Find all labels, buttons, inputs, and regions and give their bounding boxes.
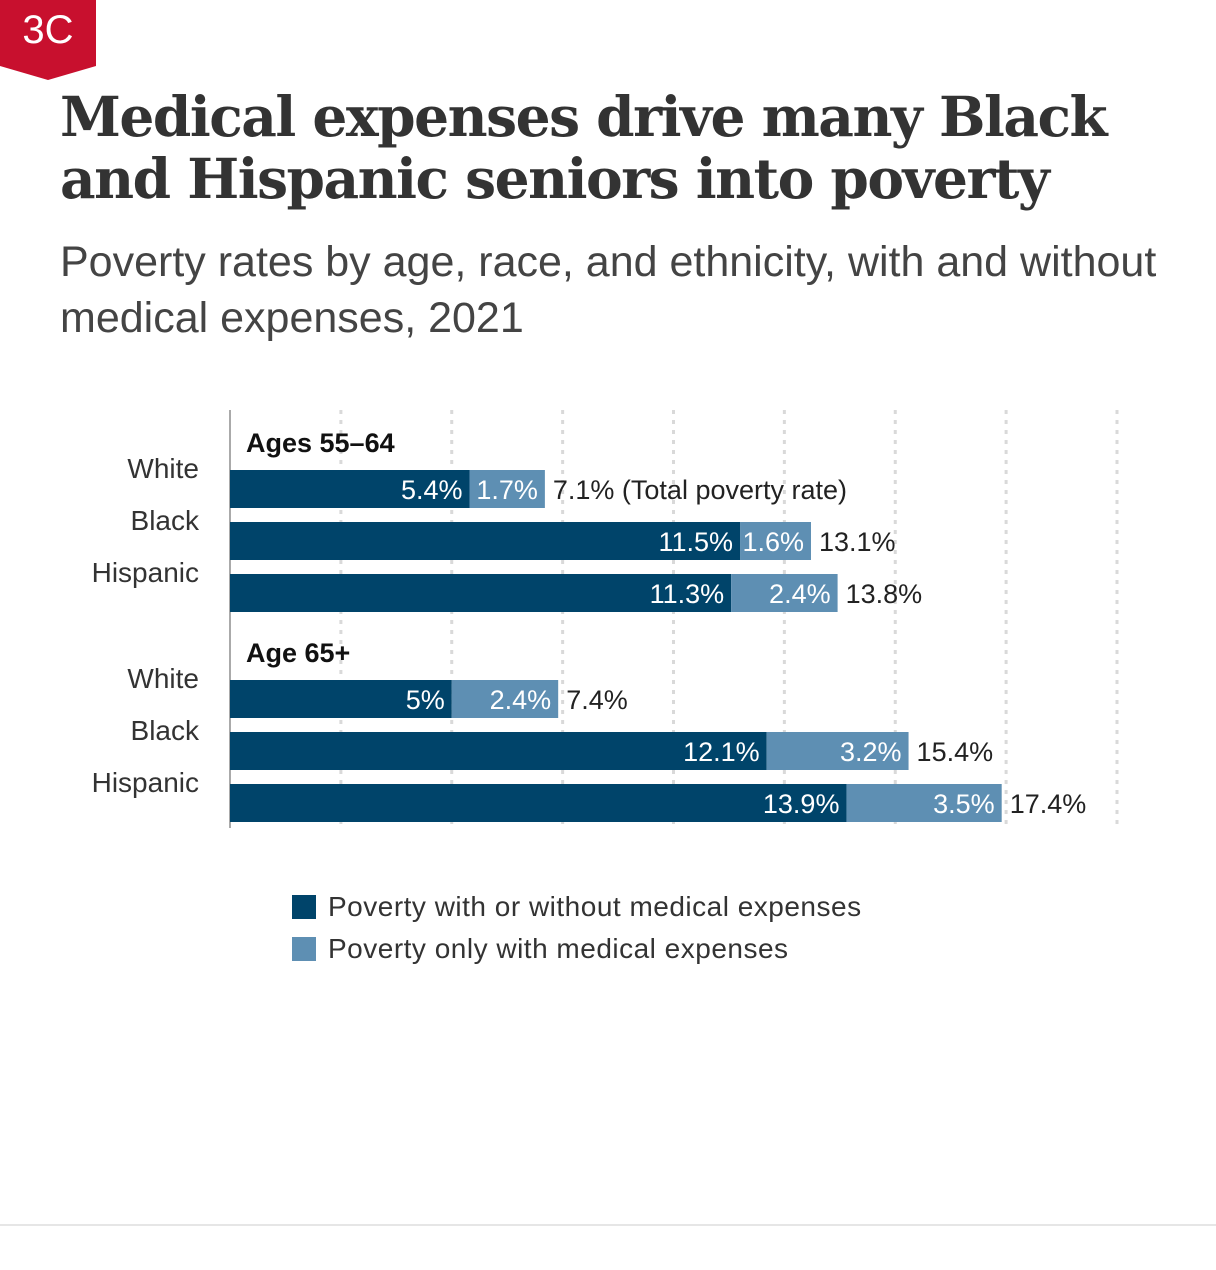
- bar-base: [230, 522, 741, 560]
- total-label: 7.1% (Total poverty rate): [553, 475, 847, 505]
- bar-medical: [766, 732, 909, 770]
- bar-value-label: 1.6%: [742, 527, 804, 557]
- category-label: White: [127, 663, 199, 694]
- bar-base: [230, 574, 732, 612]
- total-label: 17.4%: [1010, 789, 1087, 819]
- bar-value-label: 12.1%: [683, 737, 760, 767]
- chart-badge: 3C: [0, 0, 96, 80]
- bar-value-label: 3.2%: [840, 737, 902, 767]
- category-label: Hispanic: [92, 767, 199, 798]
- badge-shape: [0, 0, 96, 80]
- bar-value-label: 5%: [406, 685, 445, 715]
- group-label: Age 65+: [246, 638, 350, 668]
- bar-value-label: 13.9%: [763, 789, 840, 819]
- legend-item-light: Poverty only with medical expenses: [292, 928, 862, 970]
- bar-value-label: 11.5%: [658, 527, 733, 557]
- category-label: White: [127, 453, 199, 484]
- total-label: 7.4%: [566, 685, 628, 715]
- stacked-bar-chart: Ages 55–64 White 5.4% 1.7% 7.1% (Total pover…: [92, 410, 1119, 828]
- legend-swatch-light: [292, 937, 316, 961]
- chart-title: Medical expenses drive many Black and Hi…: [60, 84, 1108, 211]
- bar-value-label: 2.4%: [490, 685, 552, 715]
- bar-medical: [740, 522, 811, 560]
- bar-base: [230, 732, 767, 770]
- category-label: Black: [131, 715, 200, 746]
- legend-swatch-dark: [292, 895, 316, 919]
- category-label: Hispanic: [92, 557, 199, 588]
- bar-medical: [451, 680, 559, 718]
- total-label: 13.1%: [819, 527, 896, 557]
- bar-base: [230, 784, 847, 822]
- bar-value-label: 5.4%: [401, 475, 463, 505]
- total-label: 15.4%: [917, 737, 994, 767]
- chart-legend: Poverty with or without medical expenses…: [292, 886, 862, 970]
- category-label: Black: [131, 505, 200, 536]
- total-label: 13.8%: [846, 579, 923, 609]
- footer-divider: [0, 1224, 1216, 1226]
- bar-medical: [469, 470, 545, 508]
- legend-item-dark: Poverty with or without medical expenses: [292, 886, 862, 928]
- bar-value-label: 2.4%: [769, 579, 831, 609]
- bar-medical: [846, 784, 1002, 822]
- group-label: Ages 55–64: [246, 428, 395, 458]
- bar-base: [230, 680, 452, 718]
- bar-medical: [731, 574, 838, 612]
- badge-label: 3C: [22, 8, 74, 52]
- legend-label-light: Poverty only with medical expenses: [328, 933, 789, 964]
- bar-value-label: 3.5%: [933, 789, 995, 819]
- legend-label-dark: Poverty with or without medical expenses: [328, 891, 862, 922]
- badge-background: [0, 0, 96, 80]
- bar-base: [230, 470, 470, 508]
- chart-subtitle: Poverty rates by age, race, and ethnicit…: [60, 238, 1157, 342]
- bar-value-label: 1.7%: [476, 475, 538, 505]
- bar-value-label: 11.3%: [650, 579, 725, 609]
